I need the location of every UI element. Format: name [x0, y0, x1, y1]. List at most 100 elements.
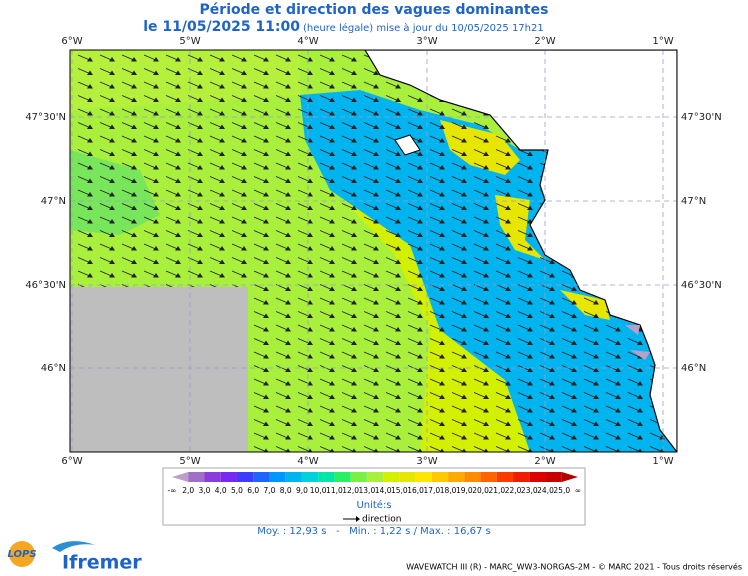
arrowhead	[241, 111, 247, 116]
arrowhead	[307, 111, 313, 116]
direction-label: direction	[362, 515, 401, 525]
arrowhead	[483, 435, 489, 440]
colorbar-label: 15,0	[391, 486, 408, 495]
colorbar-label: 23,0	[521, 486, 538, 495]
arrowhead	[219, 70, 225, 75]
arrowhead	[153, 124, 159, 129]
arrowhead	[285, 111, 291, 116]
colorbar-cell	[513, 472, 530, 482]
arrowhead	[263, 192, 269, 197]
arrowhead	[615, 408, 621, 413]
arrowhead	[483, 448, 489, 452]
arrowhead	[87, 246, 93, 251]
arrowhead	[87, 84, 93, 89]
arrowhead	[307, 286, 313, 291]
arrowhead	[329, 111, 335, 116]
arrowhead	[241, 205, 247, 210]
arrowhead	[285, 286, 291, 291]
arrowhead	[527, 340, 533, 345]
colorbar-label: 7,0	[263, 486, 275, 495]
arrowhead	[417, 111, 423, 116]
arrowhead	[351, 394, 357, 399]
arrowhead	[593, 435, 599, 440]
arrowhead	[549, 408, 555, 413]
arrowhead	[439, 246, 445, 251]
arrowhead	[549, 300, 555, 305]
arrowhead	[417, 300, 423, 305]
arrowhead	[505, 138, 511, 143]
arrowhead	[439, 394, 445, 399]
arrowhead	[285, 246, 291, 251]
lat-label-left: 47°30'N	[25, 112, 66, 123]
arrowhead	[329, 300, 335, 305]
colorbar-cell	[464, 472, 481, 482]
colorbar-label: 9,0	[296, 486, 308, 495]
arrowhead	[395, 381, 401, 386]
arrowhead	[417, 124, 423, 129]
arrowhead	[373, 435, 379, 440]
arrowhead	[241, 124, 247, 129]
arrowhead	[285, 340, 291, 345]
arrowhead	[131, 165, 137, 170]
arrowhead	[153, 111, 159, 116]
arrowhead	[483, 340, 489, 345]
arrowhead	[263, 340, 269, 345]
arrowhead	[131, 219, 137, 224]
arrowhead	[285, 57, 291, 62]
arrowhead	[87, 178, 93, 183]
arrowhead	[351, 381, 357, 386]
arrowhead	[373, 138, 379, 143]
arrowhead	[263, 219, 269, 224]
arrowhead	[461, 435, 467, 440]
arrowhead	[527, 394, 533, 399]
arrowhead	[307, 70, 313, 75]
graticule: 6°W 6°W 5°W 5°W 4°W 4°W 3°W 3°W 2°W 2°W 1°W 1°W 47°3…	[25, 36, 721, 467]
arrowhead	[285, 259, 291, 264]
arrowhead	[395, 178, 401, 183]
arrowhead	[483, 354, 489, 359]
arrowhead	[417, 448, 423, 452]
land	[364, 50, 677, 452]
arrowhead	[263, 165, 269, 170]
arrowhead	[527, 246, 533, 251]
ifremer-text: Ifremer	[62, 552, 142, 574]
arrowhead	[439, 367, 445, 372]
arrowhead	[417, 421, 423, 426]
arrowhead	[329, 340, 335, 345]
arrowhead	[483, 286, 489, 291]
colorbar-label: 21,0	[488, 486, 505, 495]
colorbar-label: 2,0	[182, 486, 194, 495]
lon-label-bottom: 2°W	[534, 456, 555, 467]
arrowhead	[131, 273, 137, 278]
arrowhead	[351, 84, 357, 89]
arrowhead	[351, 259, 357, 264]
arrowhead	[307, 232, 313, 237]
arrowhead	[483, 246, 489, 251]
arrowhead	[527, 381, 533, 386]
arrowhead	[505, 300, 511, 305]
arrowhead	[307, 246, 313, 251]
lon-label-top: 3°W	[416, 36, 437, 47]
arrowhead	[329, 138, 335, 143]
arrowhead	[87, 97, 93, 102]
arrowhead	[263, 151, 269, 156]
arrowhead	[87, 192, 93, 197]
arrowhead	[461, 246, 467, 251]
arrowhead	[505, 327, 511, 332]
arrowhead	[285, 84, 291, 89]
arrowhead	[351, 165, 357, 170]
arrowhead	[241, 165, 247, 170]
colorbar-cell	[399, 472, 416, 482]
arrowhead	[175, 232, 181, 237]
arrowhead	[263, 259, 269, 264]
arrowhead	[615, 340, 621, 345]
arrowhead	[175, 246, 181, 251]
arrowhead	[307, 138, 313, 143]
colorbar-label: 18,0	[440, 486, 457, 495]
arrowhead	[131, 97, 137, 102]
arrowhead	[285, 97, 291, 102]
arrowhead	[307, 394, 313, 399]
lon-label-bottom: 4°W	[297, 456, 318, 467]
colorbar-label: 16,0	[407, 486, 424, 495]
arrowhead	[241, 70, 247, 75]
